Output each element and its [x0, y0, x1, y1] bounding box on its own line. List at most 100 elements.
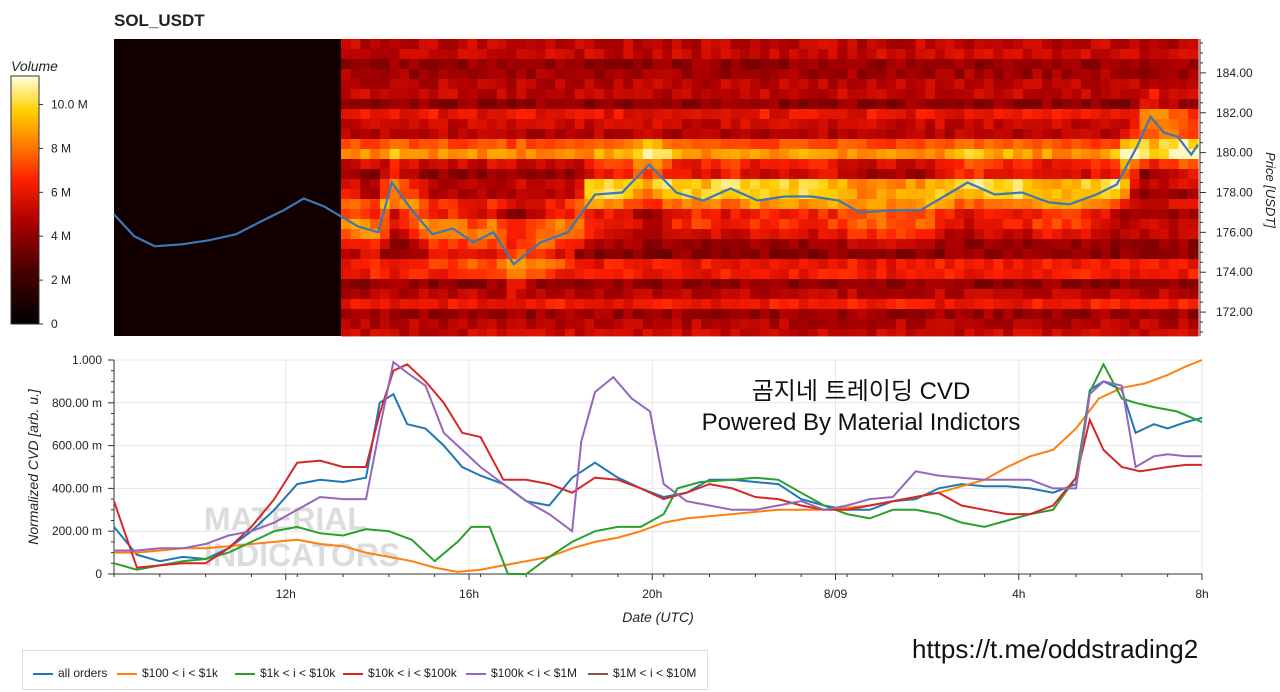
heatmap-cell [428, 189, 439, 200]
heatmap-cell [613, 279, 624, 290]
heatmap-cell [857, 79, 868, 90]
heatmap-cell [788, 49, 800, 60]
heatmap-cell [1139, 79, 1150, 90]
heatmap-cell [1129, 239, 1141, 250]
heatmap-cell [886, 39, 897, 50]
heatmap-cell [1051, 299, 1063, 310]
heatmap-cell [818, 289, 829, 300]
heatmap-cell [1110, 319, 1121, 330]
heatmap-cell [370, 199, 381, 210]
heatmap-cell [418, 119, 430, 130]
heatmap-cell [564, 149, 576, 160]
heatmap-cell [876, 69, 887, 80]
heatmap-cell [905, 129, 917, 140]
legend-item[interactable]: $1k < i < $10k [235, 666, 335, 680]
heatmap-cell [847, 279, 858, 290]
heatmap-cell [720, 149, 732, 160]
legend-item[interactable]: $1M < i < $10M [588, 666, 696, 680]
heatmap-cell [652, 239, 663, 250]
heatmap-cell [438, 309, 449, 320]
heatmap-cell [594, 199, 605, 210]
heatmap-cell [1100, 99, 1111, 110]
heatmap-cell [954, 159, 965, 170]
heatmap-cell [350, 59, 362, 70]
heatmap-cell [847, 149, 858, 160]
legend-item[interactable]: $10k < i < $100k [343, 666, 457, 680]
heatmap-cell [428, 139, 439, 150]
heatmap-cell [827, 279, 839, 290]
heatmap-cell [584, 229, 595, 240]
heatmap-cell [740, 229, 751, 240]
heatmap-cell [516, 139, 527, 150]
heatmap-cell [672, 89, 683, 100]
heatmap-cell [983, 299, 995, 310]
heatmap-cell [613, 249, 624, 260]
heatmap-cell [1081, 309, 1092, 320]
heatmap-cell [701, 219, 712, 230]
heatmap-cell [633, 109, 644, 120]
heatmap-cell [896, 49, 907, 60]
heatmap-cell [818, 319, 829, 330]
heatmap-cell [769, 99, 780, 110]
price-tick-label: 172.00 [1216, 305, 1253, 319]
url-text[interactable]: https://t.me/oddstrading2 [912, 634, 1199, 664]
heatmap-cell [1159, 189, 1170, 200]
legend-item[interactable]: $100k < i < $1M [466, 666, 577, 680]
heatmap-cell [818, 109, 829, 120]
overlay-title: 곰지네 트레이딩 CVD [751, 378, 971, 405]
heatmap-cell [954, 99, 965, 110]
heatmap-cell [487, 229, 498, 240]
heatmap-cell [954, 179, 965, 190]
heatmap-cell [1129, 219, 1141, 230]
heatmap-cell [740, 39, 751, 50]
legend-item[interactable]: $100 < i < $1k [117, 666, 218, 680]
heatmap-cell [681, 69, 693, 80]
heatmap-cell [1012, 329, 1024, 337]
heatmap-cell [983, 59, 995, 70]
heatmap-cell [847, 239, 858, 250]
heatmap-cell [798, 259, 810, 270]
heatmap-cell [1129, 209, 1141, 220]
heatmap-cell [1061, 249, 1072, 260]
heatmap-cell [535, 159, 547, 170]
heatmap-chart[interactable]: 10.0 M8 M6 M4 M2 M0184.00182.00180.00178… [0, 0, 1280, 350]
heatmap-cell [993, 79, 1004, 90]
heatmap-cell [691, 69, 702, 80]
legend-item[interactable]: all orders [33, 666, 107, 680]
heatmap-cell [983, 249, 995, 260]
heatmap-cell [652, 309, 663, 320]
heatmap-cell [759, 239, 771, 250]
heatmap-cell [487, 249, 498, 260]
heatmap-cell [1003, 69, 1014, 80]
heatmap-cell [944, 119, 956, 130]
heatmap-cell [691, 49, 702, 60]
heatmap-cell [399, 79, 410, 90]
heatmap-cell [808, 179, 819, 190]
heatmap-cell [993, 229, 1004, 240]
heatmap-cell [438, 109, 449, 120]
heatmap-cell [594, 129, 605, 140]
heatmap-cell [974, 99, 985, 110]
heatmap-cell [1139, 99, 1150, 110]
heatmap-cell [1051, 89, 1063, 100]
heatmap-cell [574, 289, 586, 300]
heatmap-cell [1120, 109, 1131, 120]
heatmap-cell [720, 309, 732, 320]
heatmap-cell [905, 169, 917, 180]
heatmap-cell [944, 149, 956, 160]
heatmap-cell [545, 299, 556, 310]
heatmap-cell [1081, 149, 1092, 160]
heatmap-cell [506, 219, 517, 230]
heatmap-cell [467, 179, 478, 190]
heatmap-cell [701, 129, 712, 140]
heatmap-cell [983, 219, 995, 230]
heatmap-cell [457, 169, 469, 180]
heatmap-cell [1032, 199, 1043, 210]
heatmap-cell [555, 319, 566, 330]
heatmap-cell [448, 209, 459, 220]
heatmap-cell [584, 189, 595, 200]
heatmap-cell [1168, 69, 1180, 80]
heatmap-cell [1012, 219, 1024, 230]
heatmap-cell [1110, 149, 1121, 160]
